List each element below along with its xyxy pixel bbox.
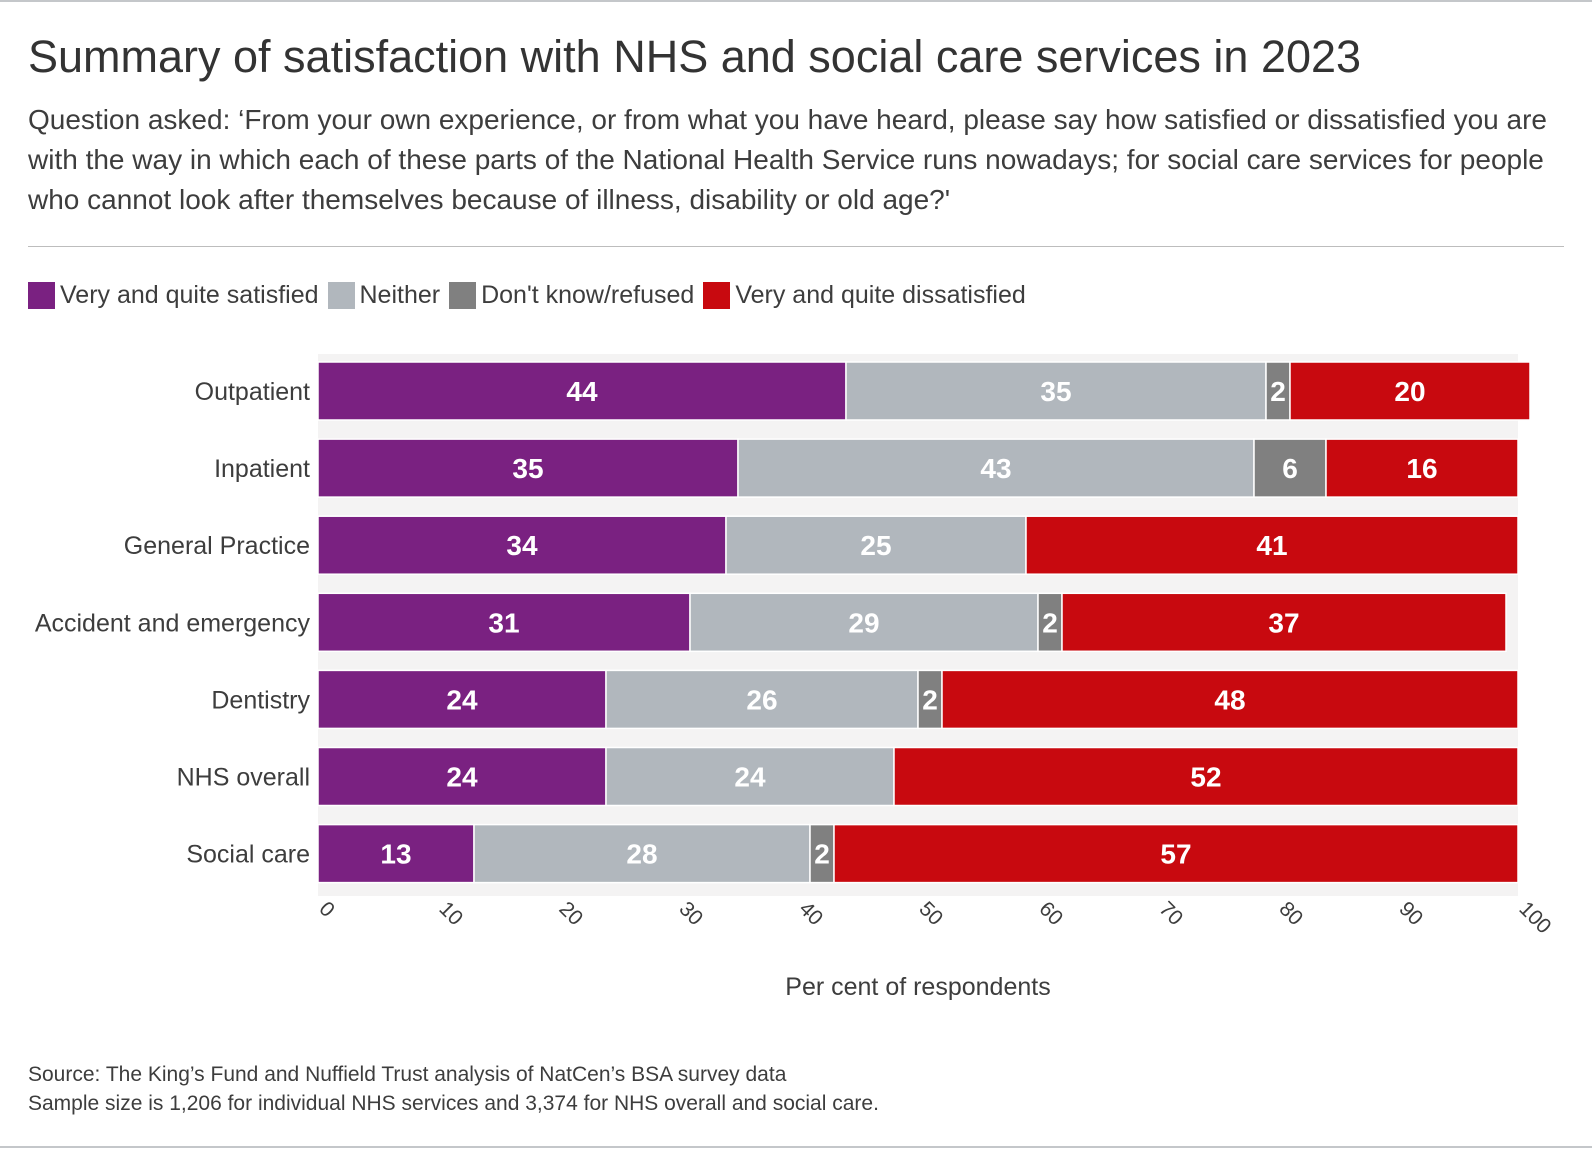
bar-accident-and-emergency-neither[interactable] — [689, 592, 1039, 653]
bar-label-social-care-dontknow: 2 — [814, 839, 830, 870]
footer: Source: The King’s Fund and Nuffield Tru… — [28, 1060, 879, 1118]
bar-accident-and-emergency-dissatisfied[interactable] — [1061, 592, 1507, 653]
bar-label-outpatient-dissatisfied: 20 — [1394, 376, 1425, 407]
bar-social-care-satisfied[interactable] — [317, 823, 475, 884]
category-label-social-care: Social care — [186, 841, 310, 869]
x-tick-20: 20 — [554, 897, 587, 930]
chart-title: Summary of satisfaction with NHS and soc… — [28, 31, 1362, 82]
bar-label-dentistry-satisfied: 24 — [446, 684, 478, 715]
bar-dentistry-dontknow[interactable] — [917, 669, 943, 730]
bar-label-inpatient-neither: 43 — [980, 453, 1011, 484]
legend-swatch-dissatisfied — [703, 281, 731, 309]
bar-label-accident-and-emergency-neither: 29 — [848, 607, 879, 638]
x-axis-title: Per cent of respondents — [785, 973, 1050, 1001]
x-tick-50: 50 — [914, 897, 947, 930]
x-tick-100: 100 — [1514, 897, 1555, 938]
bar-label-general-practice-neither: 25 — [860, 530, 891, 561]
x-tick-30: 30 — [674, 897, 707, 930]
x-tick-labels: 0 10 20 30 40 50 60 70 80 90 100 — [314, 897, 1555, 938]
bar-label-dentistry-dissatisfied: 48 — [1214, 684, 1245, 715]
x-tick-70: 70 — [1154, 897, 1187, 930]
bar-label-outpatient-dontknow: 2 — [1270, 376, 1286, 407]
legend-swatch-dontknow — [449, 281, 477, 309]
bar-outpatient-dissatisfied[interactable] — [1289, 361, 1531, 421]
source-note: Source: The King’s Fund and Nuffield Tru… — [28, 1063, 787, 1086]
bar-inpatient-dissatisfied[interactable] — [1325, 438, 1519, 498]
bar-accident-and-emergency-satisfied[interactable] — [317, 592, 691, 653]
bar-label-general-practice-dissatisfied: 41 — [1256, 530, 1287, 561]
bar-general-practice-dissatisfied[interactable] — [1025, 515, 1519, 575]
bar-label-social-care-satisfied: 13 — [380, 839, 411, 870]
legend-label-neither: Neither — [359, 280, 441, 309]
legend-label-dontknow: Don't know/refused — [481, 280, 695, 309]
legend-item-dissatisfied[interactable]: Very and quite dissatisfied — [703, 280, 1026, 310]
bar-inpatient-neither[interactable] — [737, 438, 1255, 498]
x-tick-90: 90 — [1394, 897, 1427, 930]
bar-outpatient-neither[interactable] — [845, 361, 1267, 421]
bar-nhs-overall-satisfied[interactable] — [317, 746, 607, 807]
bar-label-accident-and-emergency-satisfied: 31 — [488, 607, 519, 638]
bar-label-general-practice-satisfied: 34 — [506, 530, 538, 561]
legend-swatch-neither — [327, 281, 355, 309]
bar-social-care-dissatisfied[interactable] — [833, 823, 1519, 884]
bar-label-outpatient-neither: 35 — [1040, 376, 1071, 407]
bar-outpatient-satisfied[interactable] — [317, 361, 847, 421]
category-label-outpatient: Outpatient — [195, 378, 310, 406]
legend-item-neither[interactable]: Neither — [327, 280, 441, 310]
bars-group: 44 35 2 20 35 43 6 16 34 25 41 31 29 2 37 24 26 2 48 24 24 52… — [317, 361, 1531, 884]
bar-outpatient-dontknow[interactable] — [1265, 361, 1291, 421]
x-tick-80: 80 — [1274, 897, 1307, 930]
bar-general-practice-neither[interactable] — [725, 515, 1027, 575]
bar-label-social-care-dissatisfied: 57 — [1160, 839, 1191, 870]
header-divider — [28, 246, 1564, 247]
category-label-dentistry: Dentistry — [211, 686, 310, 714]
bar-dentistry-satisfied[interactable] — [317, 669, 607, 730]
bar-label-inpatient-dissatisfied: 16 — [1406, 453, 1437, 484]
sample-size-note: Sample size is 1,206 for individual NHS … — [28, 1092, 879, 1115]
chart-subtitle: Question asked: ‘From your own experienc… — [28, 104, 1547, 215]
x-tick-40: 40 — [794, 897, 827, 930]
category-label-inpatient: Inpatient — [214, 455, 310, 483]
legend-item-dontknow[interactable]: Don't know/refused — [449, 281, 694, 310]
bar-label-inpatient-dontknow: 6 — [1282, 453, 1298, 484]
bar-nhs-overall-neither[interactable] — [605, 746, 895, 807]
bar-nhs-overall-dissatisfied[interactable] — [893, 746, 1519, 807]
legend-label-satisfied: Very and quite satisfied — [60, 280, 319, 309]
x-tick-10: 10 — [434, 897, 467, 930]
bar-label-nhs-overall-neither: 24 — [734, 762, 766, 793]
bar-label-dentistry-neither: 26 — [746, 684, 777, 715]
category-label-nhs-overall: NHS overall — [177, 764, 310, 792]
category-label-general-practice: General Practice — [124, 532, 310, 560]
bar-dentistry-neither[interactable] — [605, 669, 919, 730]
bar-label-dentistry-dontknow: 2 — [922, 684, 938, 715]
bar-general-practice-satisfied[interactable] — [317, 515, 727, 575]
bar-accident-and-emergency-dontknow[interactable] — [1037, 592, 1063, 653]
legend-label-dissatisfied: Very and quite dissatisfied — [735, 280, 1026, 309]
category-labels: Outpatient Inpatient General Practice Accid… — [35, 378, 311, 869]
bar-label-accident-and-emergency-dontknow: 2 — [1042, 607, 1058, 638]
legend: Very and quite satisfied Neither Don't k… — [28, 278, 1035, 312]
bar-label-inpatient-satisfied: 35 — [512, 453, 543, 484]
bar-label-nhs-overall-satisfied: 24 — [446, 762, 478, 793]
legend-item-satisfied[interactable]: Very and quite satisfied — [28, 281, 319, 310]
bar-label-outpatient-satisfied: 44 — [566, 376, 598, 407]
category-label-accident-and-emergency: Accident and emergency — [35, 609, 311, 637]
legend-swatch-satisfied — [28, 281, 55, 309]
bar-dentistry-dissatisfied[interactable] — [941, 669, 1519, 730]
bar-label-social-care-neither: 28 — [626, 839, 657, 870]
x-tick-0: 0 — [314, 897, 339, 922]
bar-social-care-dontknow[interactable] — [809, 823, 835, 884]
x-tick-60: 60 — [1034, 897, 1067, 930]
bottom-rule — [0, 1146, 1592, 1148]
bar-label-accident-and-emergency-dissatisfied: 37 — [1268, 607, 1299, 638]
bar-label-nhs-overall-dissatisfied: 52 — [1190, 762, 1221, 793]
bar-social-care-neither[interactable] — [473, 823, 811, 884]
bar-inpatient-satisfied[interactable] — [317, 438, 739, 498]
top-rule — [0, 0, 1592, 2]
